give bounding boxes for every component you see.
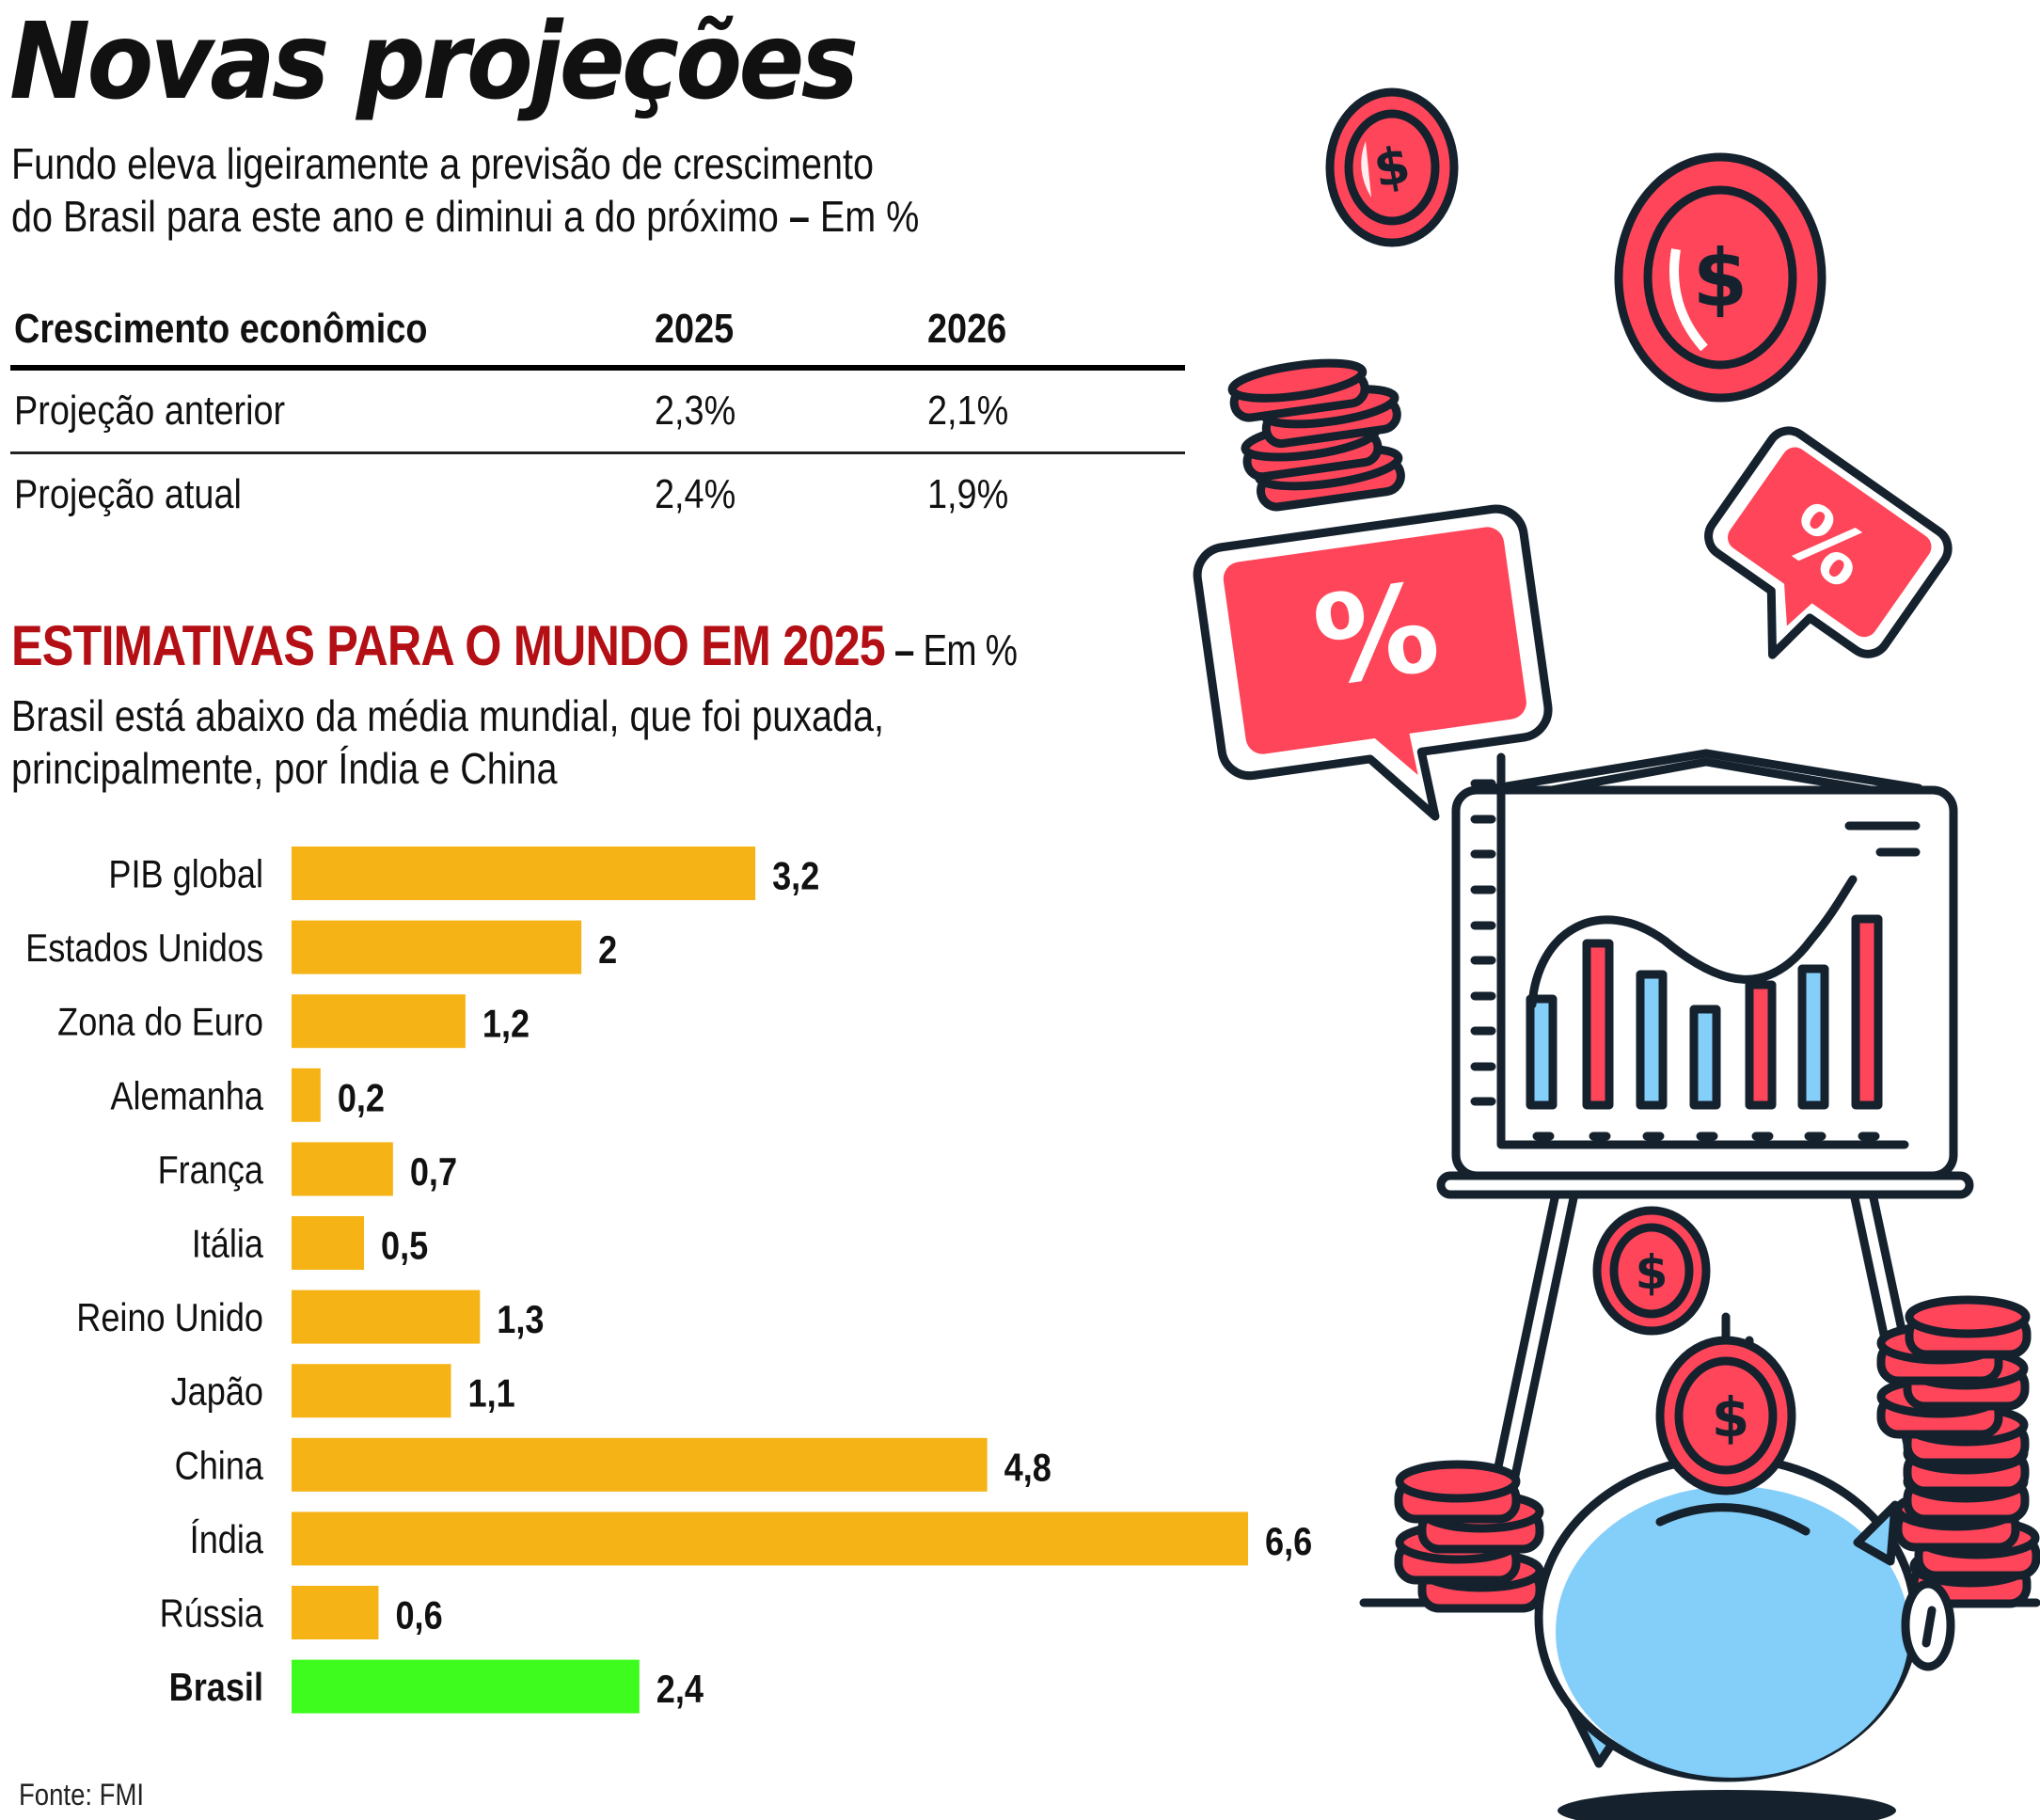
category-label: China — [175, 1445, 264, 1488]
section-title: ESTIMATIVAS PARA O MUNDO EM 2025 – Em % — [11, 613, 1018, 683]
value-label: 0,5 — [381, 1225, 428, 1268]
column-header-indicator: Crescimento econômico — [14, 306, 428, 352]
bar-chart-svg: PIB global 3,2 Estados Unidos 2 Zona do Euro… — [25, 847, 1312, 1714]
value-label: 4,8 — [1004, 1447, 1052, 1490]
percent-bubble-icon: % — [1704, 426, 1953, 659]
category-label: Alemanha — [110, 1075, 263, 1118]
value-label: 1,2 — [482, 1003, 530, 1046]
coin-stack-icon — [1227, 358, 1405, 512]
bar-group: Alemanha 0,2 — [110, 1068, 385, 1122]
section-title-unit: Em % — [923, 625, 1018, 674]
bar — [292, 920, 582, 974]
bar-group: Brasil 2,4 — [169, 1659, 704, 1714]
source-note: Fonte: FMI — [19, 1778, 145, 1812]
value-label: 3,2 — [772, 855, 819, 898]
presentation-easel-icon — [1436, 749, 1974, 1552]
table-row: Projeção anterior 2,3% 2,1% — [10, 371, 1185, 451]
table-row: Projeção atual 2,4% 1,9% — [10, 454, 1185, 535]
bar-group: Zona do Euro 1,2 — [57, 994, 530, 1049]
bar — [292, 1364, 451, 1418]
bar — [292, 1586, 379, 1639]
bar — [292, 847, 756, 900]
value-label: 6,6 — [1265, 1520, 1312, 1563]
bar — [292, 1437, 988, 1492]
dollar-sign: $ — [1693, 232, 1747, 324]
bar — [292, 1511, 1248, 1566]
row-label: Projeção anterior — [14, 388, 286, 434]
section-title-text: ESTIMATIVAS PARA O MUNDO EM 2025 — [11, 614, 886, 677]
category-label: Zona do Euro — [57, 1001, 263, 1044]
category-label: Estados Unidos — [25, 927, 263, 971]
value-label: 0,6 — [395, 1594, 442, 1638]
page-subtitle-line1: Fundo eleva ligeiramente a previsão de c… — [11, 139, 874, 188]
category-label: Japão — [171, 1370, 263, 1414]
value-label: 0,2 — [338, 1077, 385, 1120]
subtitle-dash: – — [778, 192, 820, 241]
bar-group: França 0,7 — [158, 1142, 457, 1196]
bar — [292, 1068, 321, 1122]
bar-group: Japão 1,1 — [171, 1364, 515, 1418]
category-label: Reino Unido — [76, 1297, 263, 1340]
bar — [292, 1290, 481, 1344]
piggy-bank-icon — [1534, 1453, 1955, 1820]
bar-group: Reino Unido 1,3 — [76, 1290, 545, 1344]
dollar-sign: $ — [1712, 1385, 1749, 1449]
section-subtitle-line2: principalmente, por Índia e China — [11, 744, 558, 793]
finance-illustration: .o { stroke:#15222e; stroke-width:9; str… — [1193, 87, 2040, 1820]
growth-table: Crescimento econômico 2025 2026 Projeção… — [10, 299, 1185, 535]
value-label: 2,4 — [656, 1669, 704, 1712]
bar-chart: PIB global 3,2 Estados Unidos 2 Zona do Euro… — [0, 828, 1364, 1749]
bar — [292, 994, 466, 1049]
category-label: Itália — [192, 1223, 263, 1266]
bar-group: Rússia 0,6 — [160, 1586, 443, 1639]
dollar-coin-icon: $ — [1325, 87, 1459, 247]
category-label: França — [158, 1148, 264, 1192]
category-label: Rússia — [160, 1592, 264, 1636]
table-row-divider — [10, 451, 1185, 454]
category-label: PIB global — [108, 853, 263, 896]
bar-group: PIB global 3,2 — [108, 847, 819, 900]
dollar-sign: $ — [1636, 1245, 1668, 1300]
row-value-2025: 2,4% — [655, 471, 736, 517]
subtitle-unit: Em % — [819, 192, 920, 241]
row-value-2026: 2,1% — [927, 388, 1009, 434]
table-header-divider — [10, 365, 1185, 371]
bar-group: Estados Unidos 2 — [25, 920, 617, 974]
dollar-coin-icon: $ — [1655, 1336, 1796, 1496]
section-title-dash: – — [884, 625, 924, 674]
page-title: Novas projeções — [9, 1, 859, 123]
column-header-2026: 2026 — [927, 306, 1007, 352]
coin-stack-icon — [1876, 1295, 2040, 1608]
value-label: 0,7 — [410, 1150, 457, 1194]
percent-sign: % — [1305, 555, 1447, 714]
subtitle-text: do Brasil para este ano e diminui a do p… — [11, 192, 779, 241]
section-subtitle-line1: Brasil está abaixo da média mundial, que… — [11, 691, 885, 740]
value-label: 1,1 — [468, 1372, 515, 1416]
value-label: 1,3 — [497, 1299, 544, 1342]
bar-group: Índia 6,6 — [190, 1511, 1312, 1566]
bar-group: China 4,8 — [175, 1437, 1052, 1492]
category-label: Índia — [190, 1518, 264, 1561]
row-value-2025: 2,3% — [655, 388, 736, 434]
dollar-coin-icon: $ — [1592, 1206, 1711, 1336]
bar — [292, 1216, 365, 1270]
percent-bubble-icon: % — [1193, 504, 1553, 821]
bar — [292, 1659, 640, 1714]
bar — [292, 1142, 393, 1196]
column-header-2025: 2025 — [655, 306, 735, 352]
coin-stack-icon — [1394, 1460, 1544, 1613]
bar-group: Itália 0,5 — [192, 1216, 428, 1270]
page-subtitle-line2: do Brasil para este ano e diminui a do p… — [11, 190, 919, 243]
table-header-row: Crescimento econômico 2025 2026 — [10, 299, 1185, 359]
row-value-2026: 1,9% — [927, 471, 1009, 517]
category-label: Brasil — [169, 1667, 263, 1710]
value-label: 2 — [598, 929, 617, 973]
row-label: Projeção atual — [14, 471, 242, 517]
dollar-coin-icon: $ — [1614, 152, 1827, 403]
